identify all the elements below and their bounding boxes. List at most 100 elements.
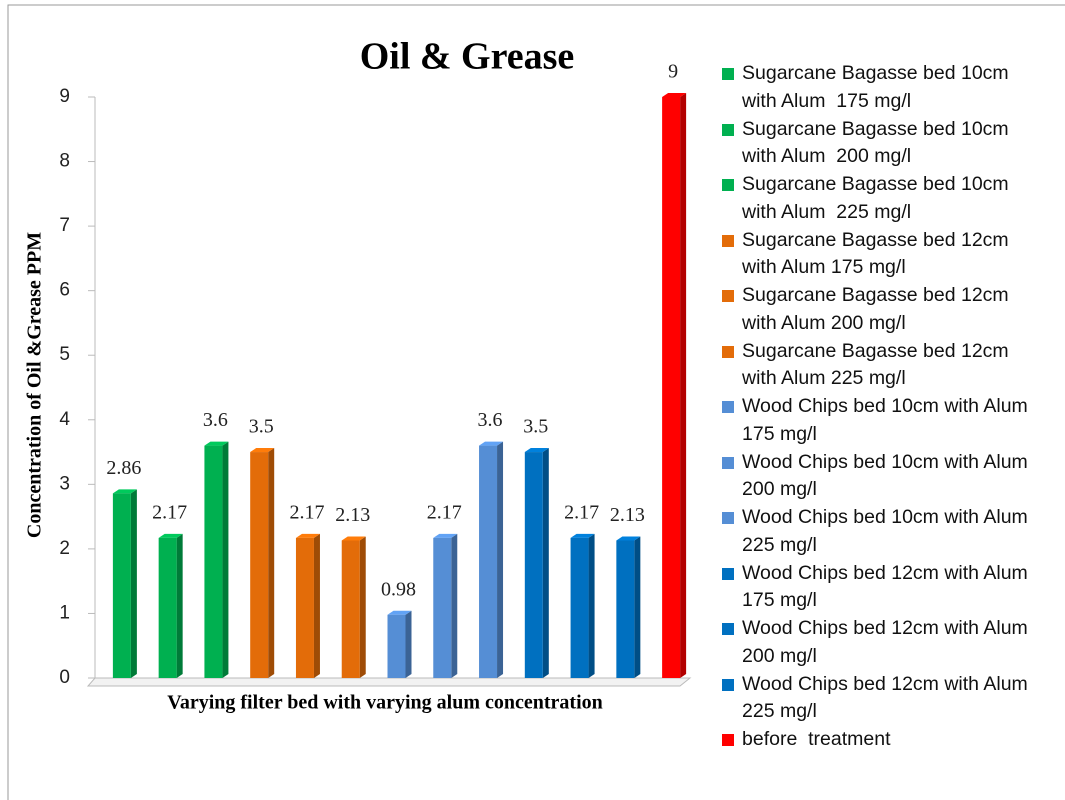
y-tick-label: 8 [59, 151, 70, 172]
legend-swatch [722, 123, 734, 136]
data-label: 9 [668, 61, 678, 83]
bar-side [588, 533, 595, 678]
legend-label: Sugarcane Bagasse bed 12cm with Alum 200… [742, 284, 1015, 334]
legend-item: before treatment [720, 726, 1047, 782]
y-tick-label: 3 [59, 473, 70, 494]
bar-side [313, 533, 320, 678]
legend-swatch [722, 345, 734, 358]
data-label: 2.17 [564, 502, 599, 524]
legend-swatch [722, 734, 734, 746]
x-axis-label: Varying filter bed with varying alum con… [167, 692, 603, 714]
legend-item: Wood Chips bed 10cm with Alum 175 mg/l [720, 393, 1047, 449]
legend-item: Sugarcane Bagasse bed 12cm with Alum 200… [720, 282, 1047, 338]
bar [479, 445, 498, 678]
bar [204, 445, 223, 678]
legend-label: Wood Chips bed 10cm with Alum 200 mg/l [742, 450, 1034, 501]
bar [295, 537, 314, 678]
legend-swatch [722, 456, 734, 469]
legend-item: Wood Chips bed 12cm with Alum 175 mg/l [720, 560, 1047, 616]
legend-swatch [722, 567, 734, 580]
bar-top [387, 610, 412, 615]
legend-label: Sugarcane Bagasse bed 10cm with Alum 200… [742, 117, 1015, 168]
bar-top [341, 536, 366, 541]
legend-label: before treatment [742, 728, 891, 750]
legend-swatch [722, 401, 734, 413]
bar-top [158, 533, 183, 538]
bar-top [204, 441, 229, 446]
bar-side [405, 610, 412, 678]
bar-side [176, 533, 183, 678]
legend-swatch [722, 234, 734, 247]
y-tick-label: 2 [59, 538, 70, 559]
data-label: 3.5 [523, 416, 548, 438]
y-tick-label: 0 [59, 667, 70, 688]
y-axis-label: Concentration of Oil &Grease PPM [24, 232, 46, 538]
data-label: 2.86 [106, 457, 141, 479]
legend-item: Wood Chips bed 10cm with Alum 200 mg/l [720, 449, 1047, 505]
y-tick-label: 7 [59, 215, 70, 236]
legend-swatch [722, 623, 734, 635]
legend-item: Sugarcane Bagasse bed 12cm with Alum 225… [720, 338, 1047, 394]
bar [158, 537, 177, 678]
data-label: 3.6 [203, 409, 228, 431]
data-label: 3.5 [249, 416, 274, 438]
legend-item: Sugarcane Bagasse bed 10cm with Alum 175… [720, 60, 1047, 116]
legend-item: Wood Chips bed 12cm with Alum 225 mg/l [720, 671, 1047, 727]
bar-side [680, 93, 687, 678]
bar [341, 540, 360, 678]
data-label: 2.17 [427, 502, 462, 524]
bar-top [250, 448, 275, 453]
legend-label: Wood Chips bed 12cm with Alum 200 mg/l [742, 617, 1034, 667]
legend-item: Wood Chips bed 12cm with Alum 200 mg/l [720, 615, 1047, 671]
legend-item: Sugarcane Bagasse bed 10cm with Alum 200… [720, 116, 1047, 172]
chart-border [7, 4, 1065, 800]
legend-item: Wood Chips bed 10cm with Alum 225 mg/l [720, 504, 1047, 560]
legend-label: Sugarcane Bagasse bed 12cm with Alum 175… [742, 228, 1015, 279]
bar-top [433, 533, 458, 538]
bar [616, 540, 635, 678]
y-tick-label: 4 [59, 409, 70, 430]
legend-label: Sugarcane Bagasse bed 12cm with Alum 225… [742, 339, 1015, 390]
bar-top [662, 93, 687, 97]
data-label: 0.98 [381, 578, 416, 600]
bar-side [497, 441, 504, 678]
bar-top [570, 533, 595, 538]
bar [250, 452, 269, 678]
y-tick-label: 9 [59, 86, 70, 107]
legend-label: Wood Chips bed 12cm with Alum 225 mg/l [742, 672, 1034, 723]
bar [112, 493, 131, 678]
legend: Sugarcane Bagasse bed 10cm with Alum 175… [720, 60, 1050, 782]
legend-label: Sugarcane Bagasse bed 10cm with Alum 225… [742, 173, 1015, 223]
legend-swatch [722, 678, 734, 691]
data-label: 2.17 [289, 502, 324, 524]
bar [524, 452, 543, 678]
legend-label: Wood Chips bed 12cm with Alum 175 mg/l [742, 561, 1034, 612]
bar-top [616, 536, 641, 541]
bar [387, 614, 406, 678]
legend-swatch [722, 68, 734, 80]
y-tick-label: 1 [59, 602, 70, 623]
bar-side [222, 441, 229, 678]
bar-top [479, 441, 504, 446]
bar [662, 97, 681, 678]
data-label: 2.13 [610, 504, 645, 526]
bar-top [295, 533, 320, 538]
data-label: 2.17 [152, 502, 187, 524]
legend-label: Wood Chips bed 10cm with Alum 225 mg/l [742, 506, 1034, 556]
data-label: 3.6 [478, 409, 503, 431]
bar-top [524, 448, 549, 453]
y-tick-label: 6 [59, 280, 70, 301]
y-tick-label: 5 [59, 344, 70, 365]
floor [86, 677, 692, 687]
bar-side [634, 536, 641, 678]
legend-swatch [722, 512, 734, 524]
chart-title: Oil & Grease [360, 36, 575, 78]
legend-label: Sugarcane Bagasse bed 10cm with Alum 175… [742, 62, 1015, 112]
bar-side [359, 536, 366, 678]
bar-side [542, 448, 549, 678]
bar-side [130, 489, 137, 678]
legend-swatch [722, 179, 734, 191]
legend-label: Wood Chips bed 10cm with Alum 175 mg/l [742, 395, 1034, 445]
